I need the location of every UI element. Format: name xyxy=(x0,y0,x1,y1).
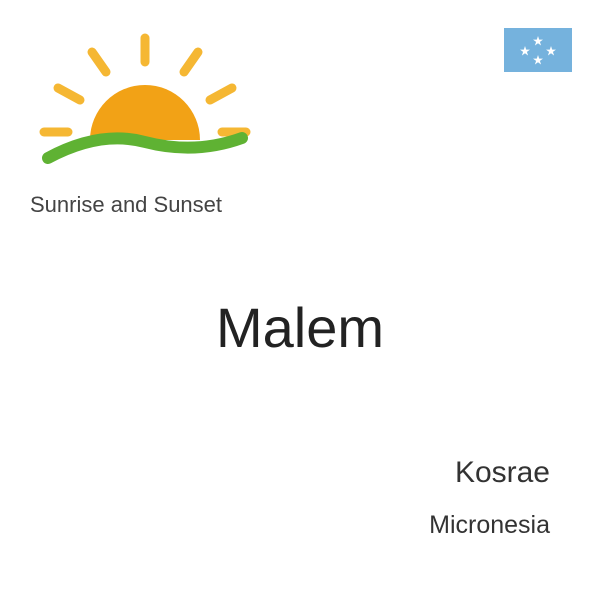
tagline: Sunrise and Sunset xyxy=(30,192,290,218)
region-label: Kosrae xyxy=(455,456,550,490)
logo-area: Sunrise and Sunset xyxy=(30,30,290,218)
country-label: Micronesia xyxy=(429,511,550,540)
country-flag xyxy=(504,28,572,72)
place-name: Malem xyxy=(0,295,600,360)
sunrise-icon xyxy=(30,30,260,180)
